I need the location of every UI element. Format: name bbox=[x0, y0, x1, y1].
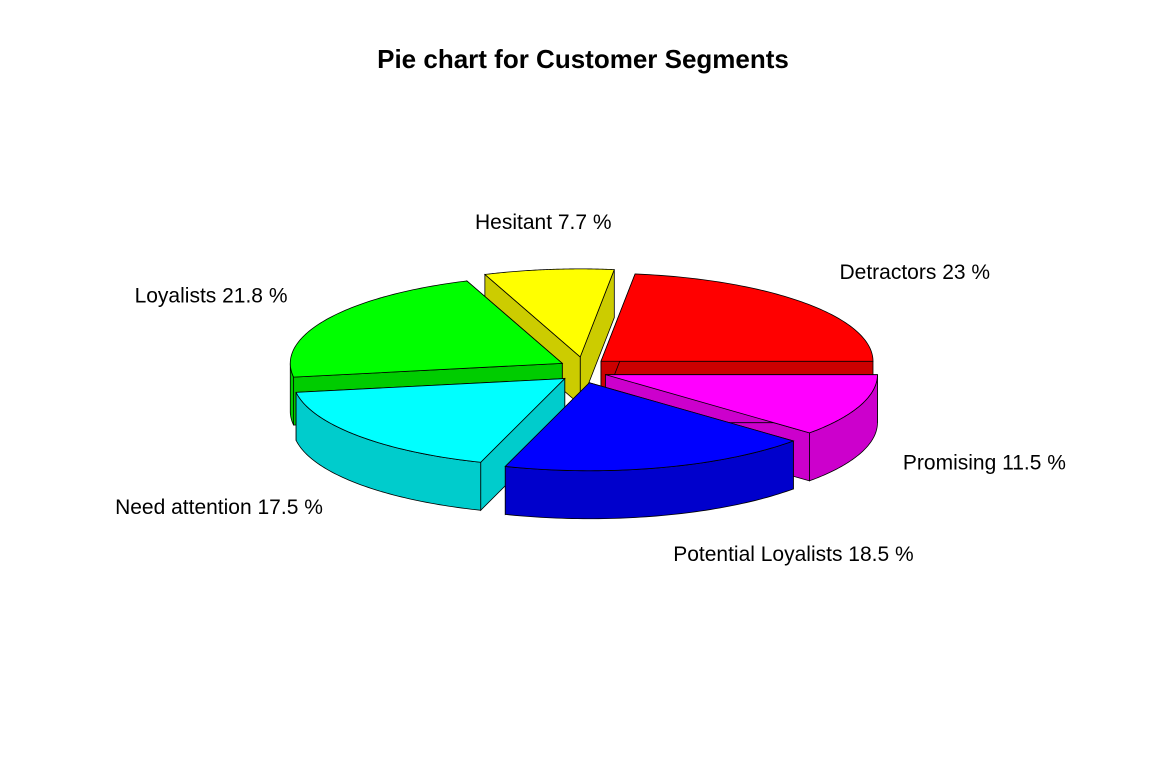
slice-label-loyalists: Loyalists 21.8 % bbox=[135, 285, 288, 308]
pie-slice-hesitant bbox=[483, 268, 615, 358]
pie-slice-promising bbox=[605, 374, 878, 434]
slice-label-promising: Promising 11.5 % bbox=[903, 451, 1066, 474]
pie-labels: Detractors 23 % Hesitant 7.7 % Loyalists 2… bbox=[115, 211, 1066, 566]
slice-label-potential-loyalists: Potential Loyalists 18.5 % bbox=[673, 543, 913, 566]
pie-slice-loyalists bbox=[289, 280, 564, 378]
slice-label-hesitant: Hesitant 7.7 % bbox=[475, 211, 612, 234]
pie-slice-detractors bbox=[600, 273, 874, 362]
slice-label-need-attention: Need attention 17.5 % bbox=[115, 496, 323, 519]
pie-tops bbox=[289, 268, 878, 472]
chart-title: Pie chart for Customer Segments bbox=[377, 44, 789, 74]
slice-label-detractors: Detractors 23 % bbox=[840, 261, 991, 284]
pie-slice-potential-loyalists bbox=[504, 382, 795, 472]
pie-slice-need-attention bbox=[295, 378, 566, 463]
